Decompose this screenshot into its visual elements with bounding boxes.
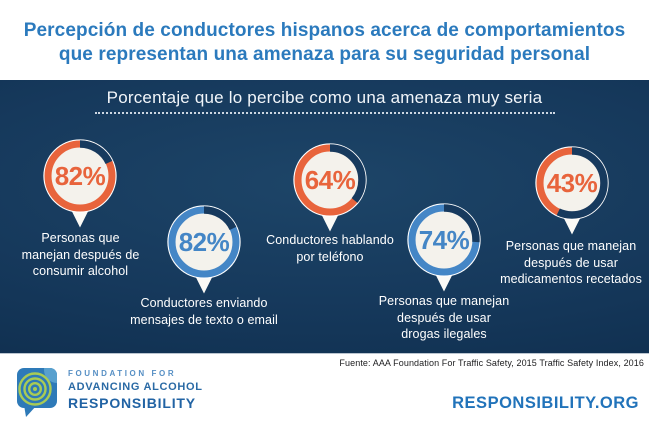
source-credit: Fuente: AAA Foundation For Traffic Safet…: [339, 358, 644, 368]
pin-value: 43%: [546, 167, 598, 198]
pin-label: Conductores enviando mensajes de texto o…: [130, 296, 278, 327]
percentage-pin: 82%: [41, 137, 119, 232]
pin-face: [45, 141, 115, 211]
pin-marker-icon: [167, 205, 241, 294]
speech-bubble-target-icon: [17, 368, 57, 417]
percentage-pin: 43%: [533, 144, 611, 239]
pin-marker-icon: [407, 203, 481, 292]
pin-marker-icon: [293, 143, 367, 232]
pin-value: 82%: [178, 226, 230, 257]
pin-label: Personas que manejan después de usar med…: [500, 239, 642, 286]
pin-marker-icon: [535, 146, 609, 235]
pin-label: Conductores hablando por teléfono: [266, 233, 394, 264]
pin-label: Personas que manejan después de consumir…: [21, 231, 140, 278]
pin-remainder-arc: [536, 147, 608, 219]
logo-text-responsibility: RESPONSIBILITY: [68, 395, 196, 411]
pin-remainder-arc: [44, 140, 116, 212]
pin-marker-icon: [43, 139, 117, 228]
pin-face: [295, 145, 365, 215]
pin-face: [409, 205, 479, 275]
pin-face: [537, 148, 607, 218]
percentage-pin: 82%: [165, 203, 243, 298]
pin-value: 64%: [304, 164, 356, 195]
stat-panel: Porcentaje que lo percibe como una amena…: [0, 80, 649, 354]
logo-text-foundation-for: FOUNDATION FOR: [68, 369, 177, 378]
percentage-pin: 64%: [291, 141, 369, 236]
foundation-logo: FOUNDATION FOR ADVANCING ALCOHOL RESPONS…: [16, 367, 203, 417]
pin-remainder-arc: [408, 204, 480, 276]
pin-remainder-arc: [168, 206, 240, 278]
pin-value: 82%: [54, 160, 106, 191]
pin-remainder-arc: [294, 144, 366, 216]
responsibility-org-link[interactable]: RESPONSIBILITY.ORG: [452, 394, 639, 412]
pin-face: [169, 207, 239, 277]
pin-label: Personas que manejan después de usar dro…: [378, 294, 510, 341]
pin-value: 74%: [418, 224, 470, 255]
logo-text-advancing-alcohol: ADVANCING ALCOHOL: [68, 381, 203, 393]
panel-subtitle: Porcentaje que lo percibe como una amena…: [106, 88, 543, 107]
dotted-divider: [94, 112, 555, 114]
page-title: Percepción de conductores hispanos acerc…: [23, 20, 626, 65]
percentage-pin: 74%: [405, 201, 483, 296]
